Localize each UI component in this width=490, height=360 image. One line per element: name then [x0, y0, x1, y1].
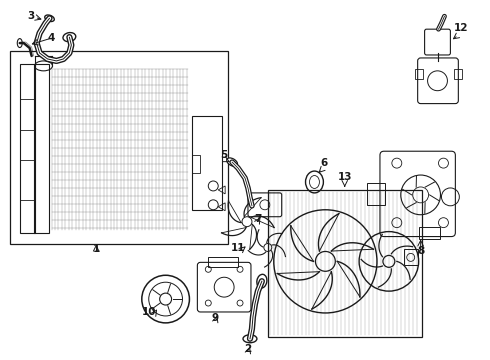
- Text: 12: 12: [454, 23, 468, 33]
- Bar: [415, 69, 422, 79]
- Bar: [418, 227, 441, 239]
- Text: 4: 4: [48, 33, 55, 43]
- Bar: [404, 249, 417, 265]
- Text: 7: 7: [254, 214, 262, 224]
- Ellipse shape: [257, 274, 267, 288]
- Text: 5: 5: [220, 150, 228, 160]
- Text: 6: 6: [321, 158, 328, 168]
- Text: 3: 3: [27, 11, 34, 21]
- Ellipse shape: [63, 32, 76, 42]
- Text: 13: 13: [338, 172, 352, 182]
- Ellipse shape: [227, 158, 238, 166]
- Bar: [10, 51, 228, 244]
- Bar: [20, 64, 35, 233]
- Text: 11: 11: [231, 243, 245, 253]
- Bar: [367, 183, 385, 205]
- Text: 10: 10: [142, 307, 156, 317]
- Text: 9: 9: [212, 313, 219, 323]
- Bar: [193, 155, 200, 173]
- Text: 8: 8: [417, 247, 424, 256]
- Bar: [208, 257, 238, 267]
- Text: 2: 2: [245, 344, 251, 354]
- Bar: [193, 116, 222, 210]
- Bar: [268, 190, 421, 337]
- Text: 1: 1: [93, 244, 100, 255]
- Ellipse shape: [243, 335, 257, 343]
- Ellipse shape: [45, 15, 54, 22]
- Bar: [454, 69, 462, 79]
- Bar: [34, 64, 49, 233]
